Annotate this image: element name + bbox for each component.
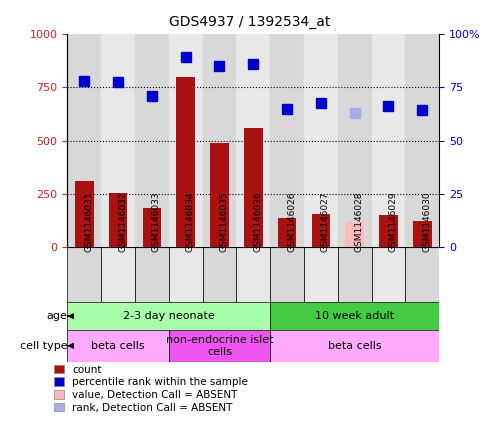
Bar — [169, 34, 203, 247]
Text: beta cells: beta cells — [328, 341, 381, 351]
Text: beta cells: beta cells — [91, 341, 145, 351]
Bar — [270, 330, 439, 362]
Bar — [67, 330, 169, 362]
Bar — [372, 247, 405, 302]
Text: GSM1146031: GSM1146031 — [84, 191, 93, 252]
Text: GSM1146030: GSM1146030 — [422, 191, 431, 252]
Bar — [176, 77, 195, 247]
Bar — [67, 302, 270, 330]
Bar — [203, 247, 237, 302]
Bar — [101, 34, 135, 247]
Text: GSM1146028: GSM1146028 — [355, 191, 364, 252]
Text: GSM1146026: GSM1146026 — [287, 191, 296, 252]
Bar — [278, 217, 296, 247]
Bar — [210, 143, 229, 247]
Text: 2-3 day neonate: 2-3 day neonate — [123, 311, 215, 321]
Bar — [109, 193, 127, 247]
Bar — [379, 215, 398, 247]
Text: age: age — [46, 311, 67, 321]
Bar — [67, 247, 101, 302]
Text: GSM1146036: GSM1146036 — [253, 191, 262, 252]
Bar — [405, 34, 439, 247]
Bar — [203, 34, 237, 247]
Bar — [237, 34, 270, 247]
Bar — [143, 208, 161, 247]
Bar — [169, 247, 203, 302]
Text: GSM1146033: GSM1146033 — [152, 191, 161, 252]
Text: cell type: cell type — [20, 341, 67, 351]
Text: GSM1146034: GSM1146034 — [186, 191, 195, 252]
Bar — [270, 247, 304, 302]
Legend: count, percentile rank within the sample, value, Detection Call = ABSENT, rank, : count, percentile rank within the sample… — [53, 365, 248, 412]
Bar — [237, 247, 270, 302]
Bar — [311, 214, 330, 247]
Bar — [135, 34, 169, 247]
Bar — [270, 34, 304, 247]
Bar — [135, 247, 169, 302]
Bar — [270, 302, 439, 330]
Bar — [338, 34, 372, 247]
Text: GSM1146029: GSM1146029 — [388, 191, 397, 252]
Bar — [244, 128, 262, 247]
Bar — [413, 221, 432, 247]
Bar — [405, 247, 439, 302]
Bar — [345, 222, 364, 247]
Text: GSM1146035: GSM1146035 — [220, 191, 229, 252]
Bar — [75, 181, 93, 247]
Text: GSM1146027: GSM1146027 — [321, 191, 330, 252]
Bar — [338, 247, 372, 302]
Text: non-endocrine islet
cells: non-endocrine islet cells — [166, 335, 273, 357]
Text: 10 week adult: 10 week adult — [315, 311, 394, 321]
Bar — [67, 34, 101, 247]
Bar — [304, 247, 338, 302]
Bar — [169, 330, 270, 362]
Text: GDS4937 / 1392534_at: GDS4937 / 1392534_at — [169, 15, 330, 29]
Bar — [304, 34, 338, 247]
Bar — [101, 247, 135, 302]
Bar — [372, 34, 405, 247]
Text: GSM1146032: GSM1146032 — [118, 191, 127, 252]
